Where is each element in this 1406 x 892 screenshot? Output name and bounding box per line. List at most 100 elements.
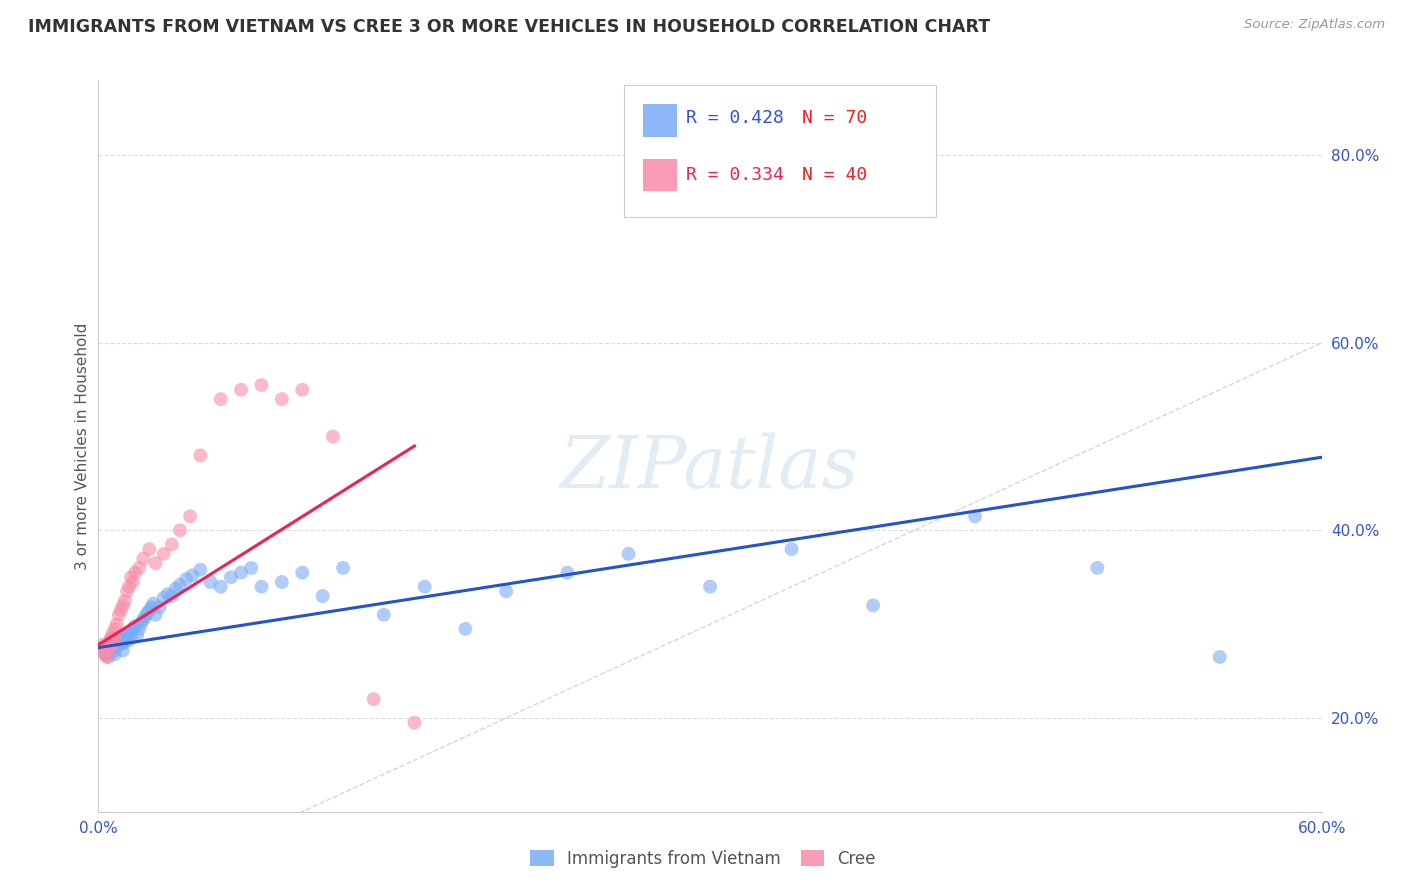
Point [101,626,124,640]
Point [108,607,131,622]
Point [312,589,335,603]
Point [100,638,122,652]
Point [96,650,118,665]
FancyBboxPatch shape [624,86,936,217]
Point [111,643,134,657]
Point [699,580,721,594]
Legend: Immigrants from Vietnam, Cree: Immigrants from Vietnam, Cree [523,844,883,875]
Point [128,622,150,636]
Point [100,634,122,648]
Point [209,580,232,594]
Point [291,383,314,397]
Point [132,612,155,626]
Point [145,607,167,622]
Point [124,566,146,580]
Point [108,634,131,648]
Point [97,650,120,665]
Point [1085,561,1108,575]
Point [322,429,344,443]
Point [142,597,165,611]
Text: R = 0.334: R = 0.334 [686,166,783,184]
Point [231,566,253,580]
Point [291,566,314,580]
Point [93,643,115,657]
Point [174,572,197,586]
Point [115,626,138,640]
Point [179,509,201,524]
Point [115,584,138,599]
Point [188,563,212,577]
Text: IMMIGRANTS FROM VIETNAM VS CREE 3 OR MORE VEHICLES IN HOUSEHOLD CORRELATION CHAR: IMMIGRANTS FROM VIETNAM VS CREE 3 OR MOR… [28,18,990,36]
Point [115,632,138,646]
Point [120,624,142,639]
Point [127,628,149,642]
Point [270,392,294,406]
Point [169,524,191,538]
Point [97,640,120,655]
Point [132,551,155,566]
Point [149,600,172,615]
Point [240,561,263,575]
Point [862,599,884,613]
Point [120,630,142,644]
Point [96,645,118,659]
Point [101,640,124,655]
Point [124,619,146,633]
Point [160,537,183,551]
Text: R = 0.428: R = 0.428 [686,110,783,128]
Point [138,542,160,557]
Point [188,449,212,463]
Point [200,574,222,589]
Point [104,622,127,636]
Point [111,637,134,651]
Point [111,599,134,613]
Point [114,633,136,648]
Point [97,636,120,650]
Point [270,574,294,589]
Y-axis label: 3 or more Vehicles in Household: 3 or more Vehicles in Household [75,322,90,570]
Point [152,547,174,561]
Text: N = 70: N = 70 [801,110,868,128]
Point [160,589,183,603]
Point [141,600,163,615]
Point [250,580,273,594]
Point [105,617,128,632]
Point [136,606,159,620]
Text: N = 40: N = 40 [801,166,868,184]
Point [91,638,114,652]
Point [128,561,150,575]
Point [104,632,127,646]
FancyBboxPatch shape [643,159,678,192]
Text: ZIPatlas: ZIPatlas [560,433,860,503]
Point [105,636,128,650]
Point [96,647,118,661]
Point [134,609,156,624]
Point [104,647,127,661]
Point [110,630,132,644]
Point [122,622,145,636]
Point [250,378,273,392]
Point [114,593,136,607]
Point [617,547,640,561]
Point [110,603,132,617]
Point [101,636,124,650]
Text: Source: ZipAtlas.com: Source: ZipAtlas.com [1244,18,1385,31]
Point [209,392,232,406]
Point [129,616,152,631]
Point [118,633,141,648]
Point [93,647,115,661]
Point [97,643,120,657]
Point [219,570,242,584]
Point [101,638,124,652]
Point [118,625,141,640]
FancyBboxPatch shape [643,103,678,136]
Point [181,568,204,582]
Point [156,587,179,601]
Point [373,607,395,622]
Point [138,603,160,617]
Point [152,591,174,605]
Point [100,634,122,648]
Point [169,578,191,592]
Point [118,580,141,594]
Point [363,692,385,706]
